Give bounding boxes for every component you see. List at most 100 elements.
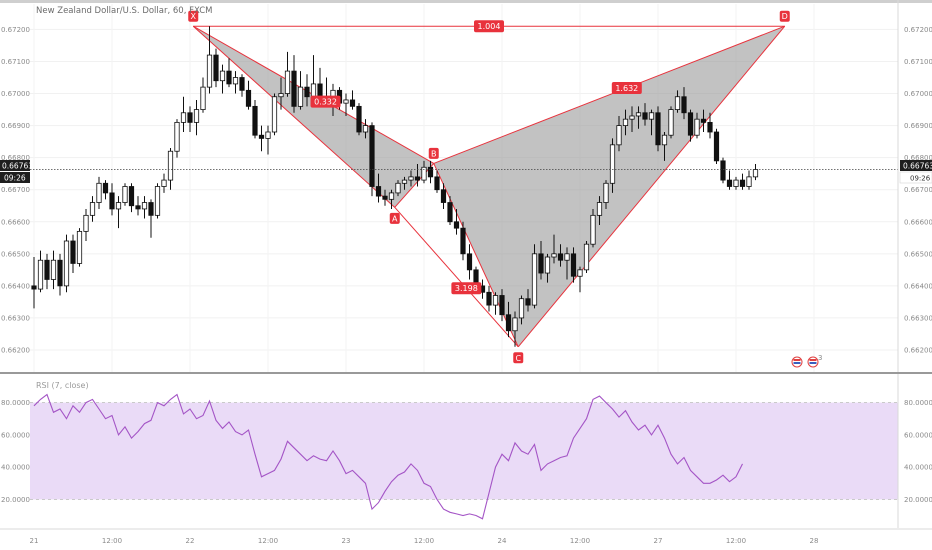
rsi-line	[33, 393, 743, 520]
candle-body	[421, 166, 427, 181]
rsi-tick-label: 20.0000	[904, 496, 932, 504]
candle	[89, 196, 96, 222]
candle-body	[271, 96, 278, 133]
candle-body	[700, 118, 707, 123]
candle-body	[252, 105, 258, 136]
candle-body	[109, 192, 115, 210]
candle-body	[135, 205, 141, 210]
rsi-axis[interactable]: 80.0000 80.0000 60.0000 60.0000 40.0000 40.00…	[1, 399, 932, 504]
pattern-triangle-bcd	[433, 26, 785, 347]
candle	[31, 257, 37, 309]
candle-body	[486, 291, 492, 306]
candle-body	[154, 186, 161, 216]
candle-body	[648, 112, 655, 120]
candle-body	[128, 186, 135, 207]
pattern-point-marker	[428, 147, 439, 159]
candle-body	[57, 259, 63, 287]
candle	[603, 180, 609, 209]
pattern-leg-bc	[433, 163, 519, 347]
pattern-point-label: A	[392, 214, 398, 223]
time-tick-label: 27	[654, 537, 663, 545]
candle	[739, 173, 746, 190]
candle	[590, 208, 596, 248]
candle-body	[687, 112, 694, 136]
candle-body	[76, 230, 83, 264]
candle-body	[102, 182, 109, 194]
current-price-left: 0.66763	[2, 162, 33, 171]
candle-body	[401, 179, 408, 184]
candle	[577, 266, 583, 293]
candle-body	[570, 253, 577, 277]
candle-body	[726, 179, 733, 187]
rsi-pane[interactable]	[30, 393, 898, 520]
candle-body	[50, 259, 57, 280]
candle	[440, 183, 447, 209]
price-tick-label: 0.66600	[904, 218, 932, 226]
candle-body	[629, 115, 635, 120]
candle-body	[694, 118, 700, 136]
pattern-ratio-label: 1.004	[478, 22, 501, 31]
price-tick-label-left: 0.67100	[1, 58, 30, 66]
candle	[180, 96, 187, 133]
candle-body	[219, 70, 226, 82]
candle-body	[642, 112, 648, 120]
price-tick-label: 0.67000	[904, 90, 932, 98]
candle	[148, 199, 154, 238]
time-axis[interactable]: 21 12:00 22 12:00 23 12:00 24 12:00 27 12:00 28	[30, 537, 819, 545]
candle-body	[297, 86, 304, 107]
candle-body	[609, 144, 616, 184]
candle-body	[720, 160, 726, 181]
candle-body	[258, 134, 265, 139]
candle-body	[557, 253, 564, 261]
rsi-tick-label-left: 60.0000	[1, 431, 30, 439]
candle	[258, 125, 265, 152]
candle	[304, 74, 310, 107]
time-tick-label: 12:00	[258, 537, 278, 545]
candle	[408, 170, 414, 187]
candle	[505, 301, 512, 338]
pattern-ratio-label: 1.632	[615, 84, 638, 93]
price-tick-label-left: 0.66300	[1, 314, 30, 322]
pattern-point-marker	[513, 352, 524, 364]
price-axis-right[interactable]: 0.672000.671000.670000.669000.668000.667…	[904, 26, 932, 355]
rsi-tick-label-left: 20.0000	[1, 496, 30, 504]
pattern-leg-ab	[394, 163, 435, 208]
price-tick-label-left: 0.67200	[1, 26, 30, 34]
candle-body	[291, 70, 297, 107]
candle-body	[427, 166, 434, 178]
candle	[187, 106, 193, 133]
candle	[135, 196, 141, 216]
candle-body	[577, 269, 583, 277]
price-tick-label: 0.66700	[904, 186, 932, 194]
candle	[375, 173, 382, 203]
candle-body	[395, 182, 401, 194]
candle	[551, 234, 557, 264]
candle	[349, 90, 356, 110]
candle	[102, 180, 109, 200]
candle	[122, 183, 128, 206]
time-tick-label: 12:00	[102, 537, 122, 545]
candle	[700, 109, 707, 133]
candle	[538, 240, 544, 280]
candle	[174, 119, 180, 158]
candle-body	[115, 202, 122, 210]
pattern-point-marker	[779, 10, 790, 22]
candlestick-series[interactable]	[31, 26, 759, 347]
pattern-point-label: X	[191, 12, 197, 21]
candle	[200, 77, 206, 113]
candle-body	[174, 121, 180, 152]
candle-body	[161, 179, 167, 187]
candle-body	[460, 227, 466, 255]
candle-body	[37, 259, 44, 290]
candle-body	[148, 202, 154, 216]
candle-body	[681, 96, 687, 114]
candle	[466, 244, 473, 280]
economic-events-icon[interactable]: 3	[791, 354, 822, 368]
candle-body	[245, 89, 252, 107]
candle	[583, 240, 590, 274]
price-tick-label-left: 0.66900	[1, 122, 30, 130]
candle	[141, 196, 148, 219]
candle	[427, 160, 434, 184]
candle	[492, 292, 499, 315]
